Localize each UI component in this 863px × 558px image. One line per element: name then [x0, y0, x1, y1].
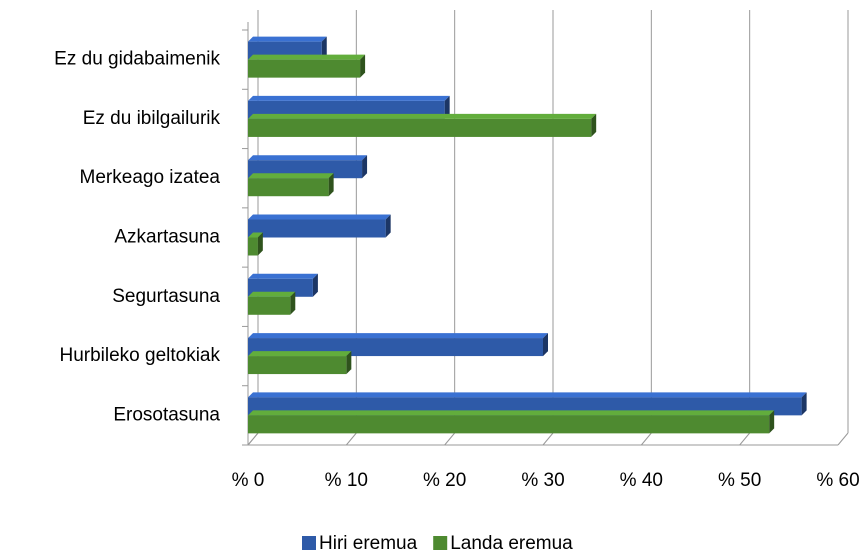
bar	[248, 113, 597, 137]
legend-label: Hiri eremua	[319, 533, 418, 553]
grid-line	[739, 432, 751, 446]
bar	[248, 54, 366, 78]
y-tick-label: Erosotasuna	[113, 404, 220, 425]
legend-swatch	[302, 536, 316, 550]
bar	[248, 410, 775, 434]
x-tick-label: % 50	[718, 470, 761, 491]
bar	[248, 291, 296, 315]
bar	[248, 232, 263, 256]
x-tick-label: % 60	[816, 470, 859, 491]
y-tick-label: Azkartasuna	[114, 227, 220, 248]
legend-label: Landa eremua	[450, 533, 573, 553]
y-tick-label: Merkeago izatea	[80, 167, 221, 188]
bar	[248, 214, 391, 238]
y-tick-label: Hurbileko geltokiak	[59, 345, 220, 366]
bar	[248, 351, 352, 375]
x-tick-label: % 20	[423, 470, 466, 491]
x-tick-label: % 40	[620, 470, 663, 491]
grid-line	[444, 432, 456, 446]
grid-line	[837, 432, 849, 446]
x-tick-label: % 30	[521, 470, 564, 491]
y-tick-label: Segurtasuna	[112, 286, 220, 307]
grid-line	[640, 432, 652, 446]
grid-line	[542, 432, 554, 446]
bar	[248, 173, 334, 197]
legend-swatch	[433, 536, 448, 550]
y-tick-label: Ez du ibilgailurik	[83, 108, 221, 129]
x-tick-label: % 10	[325, 470, 368, 491]
y-tick-label: Ez du gidabaimenik	[54, 49, 220, 70]
x-tick-label: % 0	[232, 470, 265, 491]
grid-line	[247, 432, 259, 446]
grid-line	[345, 432, 357, 446]
